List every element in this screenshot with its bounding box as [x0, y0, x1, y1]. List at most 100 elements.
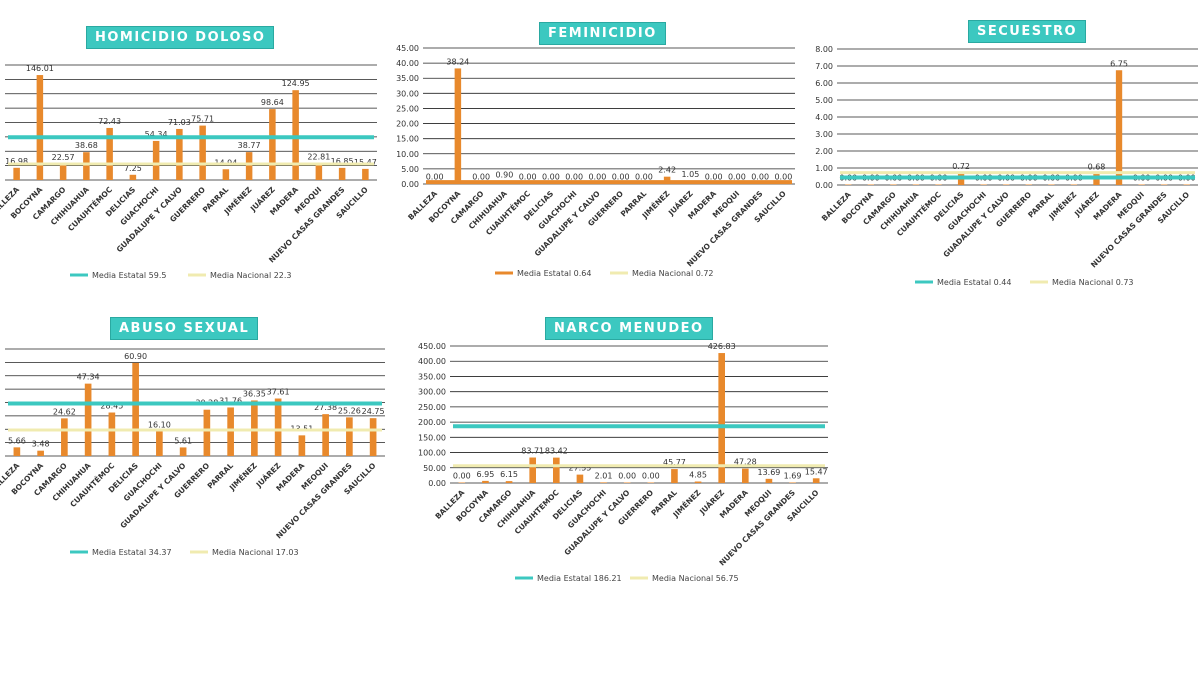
y-tick-label: 400.00 [418, 357, 446, 366]
bar-guerrero [203, 409, 211, 456]
bar-jimenez [1070, 184, 1078, 185]
bar-madera [1115, 70, 1123, 185]
bar-cuauhtemoc [553, 457, 560, 483]
y-tick-label: 250.00 [418, 403, 446, 412]
data-label-delicias: 27.55 [568, 464, 591, 473]
data-label-juarez: 0.68 [1088, 162, 1106, 171]
bar-juarez [274, 398, 282, 456]
data-label-bocoyna: 6.95 [477, 470, 495, 479]
data-label-camargo: 24.62 [53, 407, 76, 416]
y-tick-label: 1.00 [815, 164, 833, 173]
data-label-madera: 6.75 [1110, 59, 1128, 68]
bar-nuevo-casas-grandes [338, 167, 346, 180]
data-label-balleza: 16.98 [5, 157, 28, 166]
data-label-juarez: 37.61 [267, 388, 290, 397]
data-label-delicias: 7.25 [124, 164, 142, 173]
legend-label-estatal: Media Estatal 186.21 [537, 574, 622, 583]
bar-meoqui [765, 478, 773, 483]
y-tick-label: 20.00 [396, 120, 419, 129]
y-tick-label: 5.00 [401, 165, 419, 174]
data-label-delicias: 60.90 [124, 352, 147, 361]
bar-parral [227, 407, 234, 456]
bar-delicias [576, 474, 584, 483]
data-label-madera: 124.95 [282, 79, 310, 88]
data-label-jimenez: 36.35 [243, 389, 266, 398]
bar-guerrero [1025, 184, 1032, 185]
data-label-juarez: 98.64 [261, 98, 284, 107]
data-label-bocoyna: 146.01 [26, 64, 54, 73]
data-label-nuevo-casas-grandes: 16.85 [331, 157, 354, 166]
data-label-chihuahua: 0.90 [495, 170, 513, 179]
y-tick-label: 2.00 [815, 147, 833, 156]
data-label-guadalupe-y-calvo: 5.61 [174, 436, 192, 445]
bar-camargo [505, 481, 513, 483]
y-tick-label: 7.00 [815, 62, 833, 71]
data-label-guachochi: 16.10 [148, 420, 171, 429]
data-label-nuevo-casas-grandes: 25.26 [338, 406, 361, 415]
data-label-cuauhtemoc: 0.00 [519, 173, 537, 182]
chart-title: HOMICIDIO DOLOSO [86, 26, 275, 49]
data-label-chihuahua: 47.34 [77, 373, 100, 382]
bar-parral [1048, 184, 1055, 185]
data-label-balleza: 0.00 [426, 173, 444, 182]
data-label-madera: 0.00 [705, 173, 723, 182]
chart-feminicidio: FEMINICIDIO 0.00 5.00 10.00 15.00 20.00 25.00… [385, 20, 800, 290]
bar-camargo [59, 163, 67, 180]
y-tick-label: 0.00 [401, 180, 419, 189]
data-label-guerrero: 0.00 [612, 173, 630, 182]
data-label-nuevo-casas-grandes: 0.00 [751, 173, 769, 182]
chart-abuso-sexual: ABUSO SEXUAL 5.66 BALLEZA 3.48 BOCOYNA 24.62… [0, 315, 395, 575]
bar-chihuahua [83, 152, 90, 180]
y-tick-label: 40.00 [396, 59, 419, 68]
data-label-guadalupe-y-calvo: 71.03 [168, 118, 191, 127]
data-label-guadalupe-y-calvo: 0.00 [618, 472, 636, 481]
data-label-juarez: 1.05 [681, 170, 699, 179]
data-label-camargo: 6.15 [500, 470, 518, 479]
data-label-saucillo: 15.47 [805, 467, 828, 476]
bar-jimenez [251, 400, 258, 456]
bar-bocoyna [37, 450, 44, 456]
bar-cuauhtemoc [108, 412, 116, 456]
bar-bocoyna [454, 68, 462, 184]
data-label-jimenez: 38.77 [238, 141, 261, 150]
bar-nuevo-casas-grandes [789, 482, 796, 483]
bar-camargo [61, 418, 68, 456]
data-label-meoqui: 0.00 [728, 173, 746, 182]
bar-bocoyna [867, 184, 875, 185]
y-tick-label: 450.00 [418, 342, 446, 351]
bar-nuevo-casas-grandes [346, 417, 353, 456]
bar-delicias [129, 174, 137, 180]
bar-delicias [132, 362, 139, 456]
data-label-saucillo: 15.47 [354, 158, 377, 167]
bar-chihuahua [912, 184, 920, 185]
data-label-bocoyna: 38.24 [446, 57, 469, 66]
data-label-cuauhtemoc: 83.42 [545, 447, 568, 456]
bar-guadalupe-y-calvo [1003, 184, 1010, 185]
bar-madera [292, 90, 299, 180]
data-label-saucillo: 24.75 [362, 407, 385, 416]
chart-title: ABUSO SEXUAL [110, 317, 259, 340]
data-label-guachochi: 2.01 [595, 471, 613, 480]
chart-title: FEMINICIDIO [539, 22, 666, 45]
data-label-guachochi: 0.00 [565, 173, 583, 182]
data-label-parral: 31.76 [219, 396, 242, 405]
y-tick-label: 100.00 [418, 449, 446, 458]
data-label-chihuahua: 38.68 [75, 141, 98, 150]
data-label-juarez: 426.83 [708, 342, 736, 351]
chart-svg: 0.001.002.003.004.005.006.007.008.000.00… [815, 45, 1198, 287]
data-label-meoqui: 13.69 [757, 468, 780, 477]
bar-balleza [13, 447, 21, 456]
bar-meoqui [315, 163, 323, 180]
bar-madera [298, 435, 306, 456]
chart-svg: 5.66BALLEZA3.48BOCOYNA24.62CAMARGO47.34C… [0, 348, 385, 557]
data-label-delicias: 0.00 [542, 173, 560, 182]
chart-narco-menudeo: NARCO MENUDEO 0.00 50.00 100.00 150.00 200.0… [395, 315, 835, 595]
data-label-cuauhtemoc: 28.45 [100, 402, 123, 411]
chart-homicidio-doloso: HOMICIDIO DOLOSO 16.98 BALLEZA 146.01 BOCOY… [0, 20, 385, 290]
bar-madera [742, 468, 749, 483]
legend-label-nacional: Media Nacional 0.73 [1052, 278, 1134, 287]
bar-bocoyna [36, 75, 44, 180]
chart-title: NARCO MENUDEO [545, 317, 713, 340]
y-tick-label: 150.00 [418, 433, 446, 442]
legend-label-estatal: Media Estatal 34.37 [92, 548, 172, 557]
